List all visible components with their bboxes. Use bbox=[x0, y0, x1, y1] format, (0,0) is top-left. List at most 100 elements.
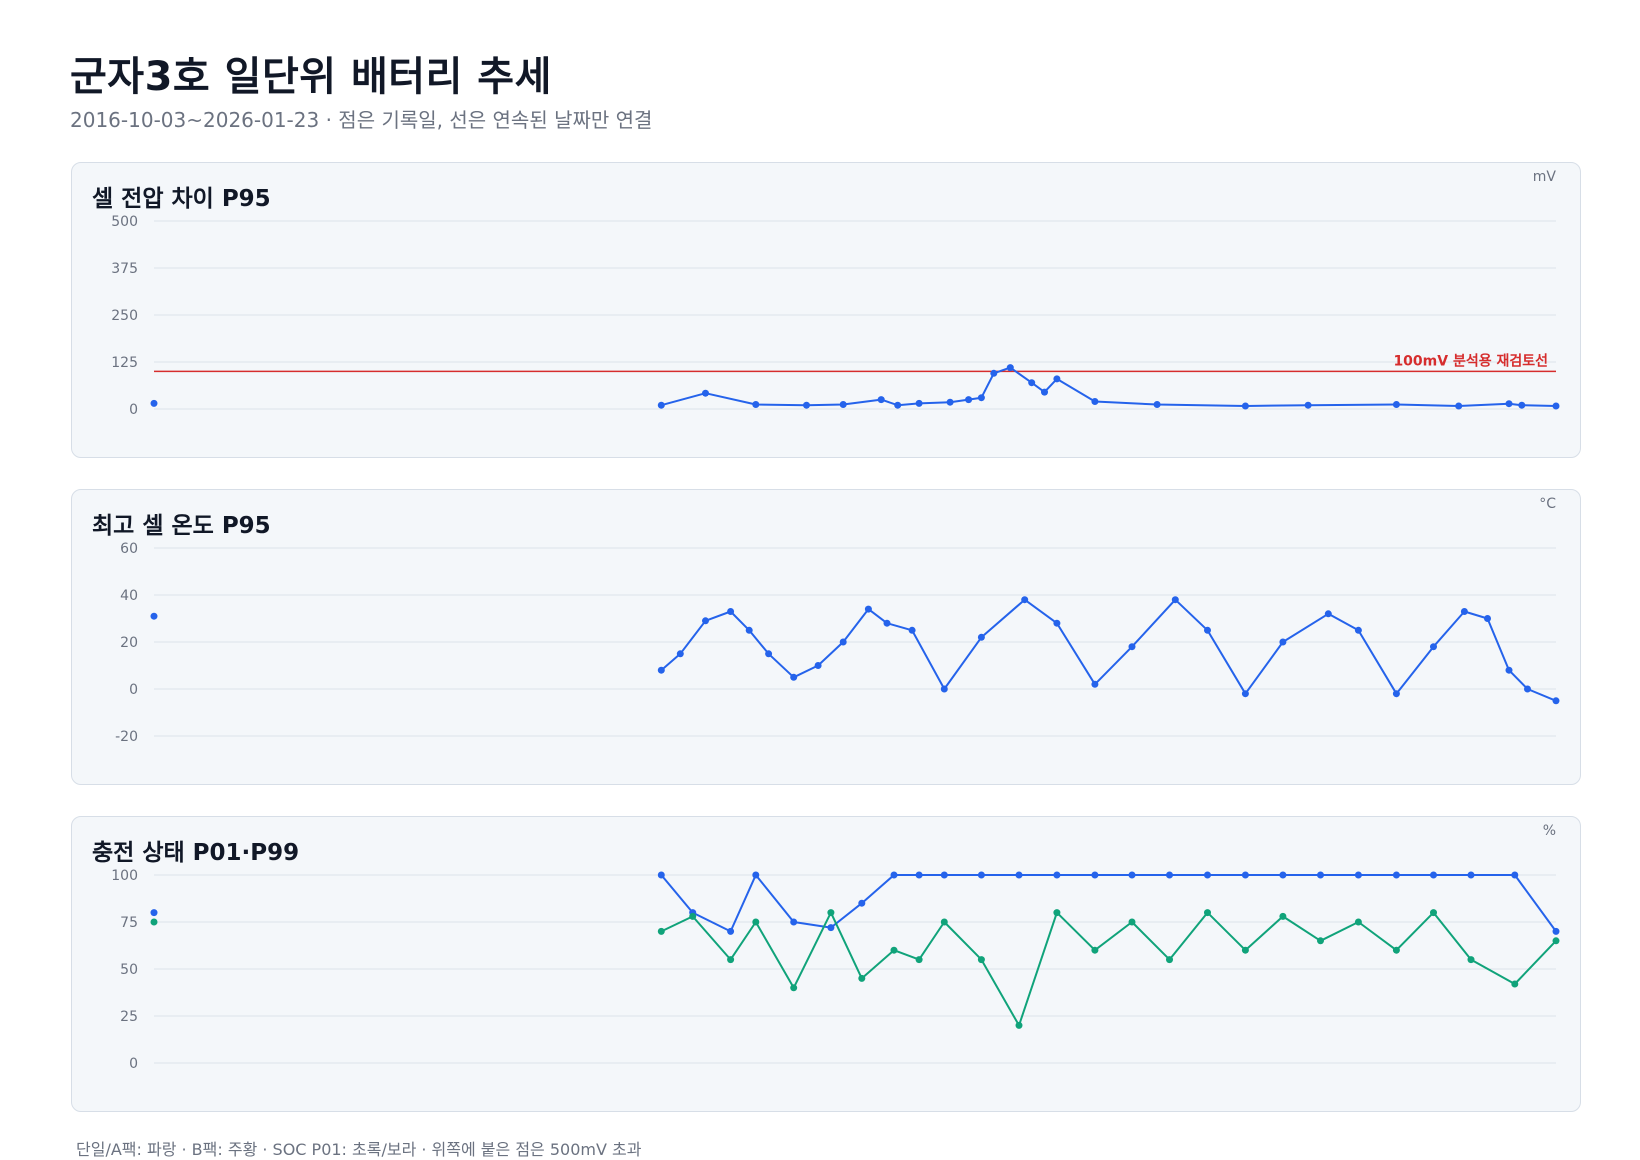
y-tick-label: -20 bbox=[115, 729, 138, 745]
data-point bbox=[657, 927, 665, 935]
data-point bbox=[827, 909, 835, 917]
data-point bbox=[150, 399, 158, 407]
data-point bbox=[915, 956, 923, 964]
data-point bbox=[1392, 401, 1400, 408]
y-tick-label: 0 bbox=[129, 1056, 138, 1072]
data-point bbox=[965, 396, 973, 404]
data-point bbox=[727, 956, 735, 964]
data-point bbox=[977, 871, 985, 879]
data-point bbox=[1091, 871, 1099, 879]
data-point bbox=[1354, 626, 1362, 634]
data-point bbox=[1015, 871, 1023, 879]
data-point bbox=[765, 650, 773, 658]
data-point bbox=[1241, 871, 1249, 879]
unit-label: % bbox=[1542, 823, 1556, 839]
data-point bbox=[1241, 946, 1249, 954]
data-point bbox=[858, 974, 866, 982]
data-point bbox=[790, 673, 798, 681]
data-point bbox=[1511, 980, 1519, 988]
soc-chart: 0 25 50 75 100 bbox=[111, 868, 1560, 1072]
data-point bbox=[1467, 956, 1475, 964]
data-point bbox=[1204, 626, 1211, 634]
data-point bbox=[1279, 871, 1287, 879]
y-tick-label: 125 bbox=[111, 355, 138, 371]
data-point bbox=[1505, 400, 1513, 408]
data-point bbox=[977, 956, 985, 964]
data-point bbox=[1518, 401, 1526, 409]
data-point bbox=[883, 619, 891, 627]
max-temp-panel: 최고 셀 온도 P95 °C -20 0 20 40 60 bbox=[71, 489, 1581, 785]
data-point bbox=[1015, 1021, 1023, 1029]
data-point bbox=[803, 401, 810, 409]
data-point bbox=[1171, 596, 1179, 604]
data-point bbox=[1505, 666, 1513, 674]
data-point bbox=[1053, 909, 1061, 917]
panel-title: 셀 전압 차이 P95 bbox=[92, 186, 271, 212]
data-point bbox=[977, 394, 985, 402]
data-point bbox=[657, 401, 665, 409]
data-point bbox=[1524, 685, 1531, 693]
data-point bbox=[150, 612, 158, 620]
panel-title: 최고 셀 온도 P95 bbox=[92, 513, 271, 539]
data-point bbox=[946, 398, 954, 406]
data-point bbox=[1460, 608, 1468, 615]
data-point bbox=[1392, 690, 1400, 698]
data-point bbox=[1552, 927, 1560, 935]
data-point bbox=[915, 871, 923, 879]
data-point bbox=[1467, 871, 1475, 879]
data-point bbox=[657, 666, 665, 674]
data-point bbox=[150, 909, 158, 917]
data-point bbox=[1204, 871, 1211, 879]
data-point bbox=[1053, 375, 1061, 383]
data-point bbox=[940, 871, 948, 879]
y-tick-label: 40 bbox=[120, 588, 138, 604]
y-tick-label: 20 bbox=[120, 635, 138, 651]
unit-label: °C bbox=[1539, 496, 1556, 512]
data-point bbox=[676, 650, 684, 658]
data-point bbox=[977, 633, 985, 641]
data-point bbox=[1430, 871, 1437, 879]
page-title: 군자3호 일단위 배터리 추세 bbox=[70, 54, 552, 100]
data-point bbox=[752, 871, 760, 879]
data-point bbox=[1166, 956, 1173, 964]
data-point bbox=[1128, 918, 1136, 926]
data-point bbox=[702, 617, 709, 625]
max-temp-chart: -20 0 20 40 60 bbox=[115, 541, 1560, 745]
data-point bbox=[1324, 610, 1332, 618]
series-line bbox=[661, 366, 1557, 407]
data-point bbox=[1511, 871, 1519, 879]
y-tick-label: 0 bbox=[129, 682, 138, 698]
data-point bbox=[1021, 596, 1029, 604]
data-point bbox=[1552, 402, 1560, 410]
data-point bbox=[814, 662, 822, 669]
data-point bbox=[915, 399, 923, 407]
data-point bbox=[1166, 871, 1173, 879]
data-point bbox=[1053, 619, 1061, 627]
unit-label: mV bbox=[1532, 169, 1556, 185]
panel-title: 충전 상태 P01·P99 bbox=[92, 840, 300, 866]
data-point bbox=[1317, 937, 1324, 945]
voltage-diff-panel: 셀 전압 차이 P95 mV 0 125 250 375 500 100mV 분석용 재검… bbox=[71, 162, 1581, 458]
data-point bbox=[1430, 909, 1437, 917]
series-line bbox=[660, 598, 1557, 702]
data-point bbox=[150, 918, 158, 926]
data-point bbox=[1128, 643, 1136, 651]
data-point bbox=[657, 871, 665, 879]
data-point bbox=[1041, 388, 1048, 396]
data-point bbox=[1028, 379, 1036, 387]
data-point bbox=[1091, 398, 1099, 405]
data-point bbox=[1392, 946, 1400, 954]
data-point bbox=[1091, 946, 1099, 954]
data-point bbox=[1006, 364, 1014, 372]
data-point bbox=[864, 605, 872, 613]
data-point bbox=[1053, 871, 1061, 879]
data-point bbox=[990, 369, 998, 377]
data-point bbox=[702, 389, 709, 397]
data-point bbox=[940, 685, 948, 693]
y-tick-label: 60 bbox=[120, 541, 138, 557]
data-point bbox=[1392, 871, 1400, 879]
y-tick-label: 250 bbox=[111, 308, 138, 324]
data-point bbox=[1552, 937, 1560, 945]
footer-note: 단일/A팩: 파랑 · B팩: 주황 · SOC P01: 초록/보라 · 위쪽… bbox=[76, 1140, 642, 1159]
data-point bbox=[1484, 615, 1491, 622]
